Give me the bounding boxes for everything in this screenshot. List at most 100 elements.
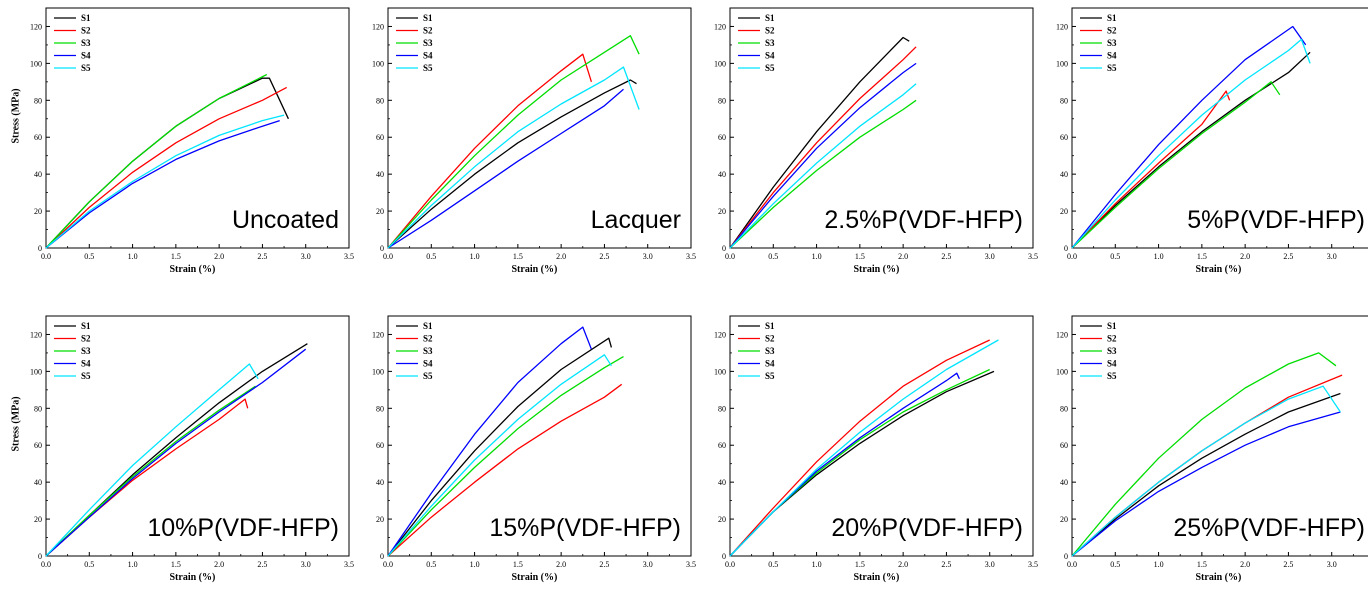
x-tick-label: 1.0 bbox=[1154, 560, 1164, 569]
y-tick-label: 0 bbox=[1064, 552, 1068, 561]
y-tick-label: 40 bbox=[34, 170, 42, 179]
legend-label-s5: S5 bbox=[81, 371, 91, 381]
legend-label-s1: S1 bbox=[1107, 13, 1117, 23]
y-tick-label: 60 bbox=[1060, 441, 1068, 450]
y-tick-label: 80 bbox=[718, 96, 726, 105]
x-tick-label: 2.5 bbox=[257, 560, 267, 569]
y-tick-label: 120 bbox=[1056, 330, 1068, 339]
legend-label-s4: S4 bbox=[81, 51, 91, 61]
x-tick-label: 1.0 bbox=[812, 560, 822, 569]
chart-panel-4: 0.0 0.5 1.0 1.5 2.0 2.5 3.0 3.5 0 20 40 60 80 100 120 S… bbox=[1026, 0, 1368, 308]
x-tick-label: 0.5 bbox=[426, 252, 436, 261]
y-tick-label: 80 bbox=[718, 404, 726, 413]
panel-annotation: 10%P(VDF-HFP) bbox=[147, 514, 339, 542]
legend-label-s5: S5 bbox=[423, 63, 433, 73]
series-line-s1 bbox=[1071, 51, 1311, 249]
series-line-s3 bbox=[729, 99, 917, 249]
y-tick-label: 80 bbox=[376, 96, 384, 105]
x-tick-label: 1.0 bbox=[470, 560, 480, 569]
x-tick-label: 0.0 bbox=[41, 560, 51, 569]
x-tick-label: 3.0 bbox=[643, 252, 653, 261]
series-line-s2 bbox=[45, 86, 288, 249]
y-tick-label: 120 bbox=[30, 330, 42, 339]
y-tick-label: 120 bbox=[30, 22, 42, 31]
y-tick-label: 20 bbox=[34, 515, 42, 524]
x-tick-label: 3.5 bbox=[1028, 252, 1038, 261]
panel-annotation: Uncoated bbox=[231, 206, 339, 234]
x-tick-label: 3.0 bbox=[301, 252, 311, 261]
x-tick-label: 3.0 bbox=[643, 560, 653, 569]
series-line-s5 bbox=[387, 354, 612, 557]
y-tick-label: 20 bbox=[1060, 515, 1068, 524]
x-tick-label: 0.5 bbox=[1110, 560, 1120, 569]
series-line-s3 bbox=[387, 356, 624, 557]
series-line-s4 bbox=[45, 348, 307, 557]
legend-label-s4: S4 bbox=[81, 359, 91, 369]
x-axis-label: Strain (%) bbox=[853, 264, 900, 275]
x-tick-label: 0.5 bbox=[768, 252, 778, 261]
x-tick-label: 3.0 bbox=[301, 560, 311, 569]
legend-label-s1: S1 bbox=[423, 321, 433, 331]
x-tick-label: 1.5 bbox=[171, 560, 181, 569]
y-tick-label: 40 bbox=[376, 478, 384, 487]
chart-panel-8: 0.0 0.5 1.0 1.5 2.0 2.5 3.0 3.5 0 20 40 60 80 100 120 S… bbox=[1026, 308, 1368, 616]
x-tick-label: 2.5 bbox=[941, 252, 951, 261]
y-tick-label: 40 bbox=[718, 478, 726, 487]
series-line-s4 bbox=[729, 62, 917, 249]
y-tick-label: 120 bbox=[714, 330, 726, 339]
series-line-s5 bbox=[729, 339, 999, 557]
y-tick-label: 0 bbox=[722, 244, 726, 253]
y-tick-label: 40 bbox=[376, 170, 384, 179]
chart-panel-5: 0.0 0.5 1.0 1.5 2.0 2.5 3.0 3.5 0 20 40 60 80 100 120 S… bbox=[0, 308, 354, 616]
chart-svg: 0.0 0.5 1.0 1.5 2.0 2.5 3.0 3.5 0 20 40 60 80 100 120 S… bbox=[30, 315, 354, 569]
y-tick-label: 100 bbox=[1056, 59, 1068, 68]
legend-label-s4: S4 bbox=[765, 359, 775, 369]
legend-label-s5: S5 bbox=[1107, 63, 1117, 73]
y-tick-label: 0 bbox=[722, 552, 726, 561]
x-tick-label: 3.5 bbox=[1028, 560, 1038, 569]
y-tick-label: 20 bbox=[34, 207, 42, 216]
series-line-s1 bbox=[729, 36, 910, 249]
chart-svg: 0.0 0.5 1.0 1.5 2.0 2.5 3.0 3.5 0 20 40 60 80 100 120 S… bbox=[30, 7, 354, 261]
x-tick-label: 1.0 bbox=[470, 252, 480, 261]
y-axis-label: Stress (MPa) bbox=[10, 88, 22, 144]
x-tick-label: 1.5 bbox=[855, 560, 865, 569]
x-tick-label: 2.0 bbox=[1240, 252, 1250, 261]
x-tick-label: 3.5 bbox=[686, 560, 696, 569]
x-tick-label: 3.0 bbox=[1327, 252, 1337, 261]
panel-annotation: 5%P(VDF-HFP) bbox=[1187, 206, 1365, 234]
chart-panel-3: 0.0 0.5 1.0 1.5 2.0 2.5 3.0 3.5 0 20 40 60 80 100 120 S… bbox=[684, 0, 1038, 308]
legend-label-s3: S3 bbox=[765, 346, 775, 356]
legend-label-s4: S4 bbox=[765, 51, 775, 61]
series-line-s5 bbox=[1071, 38, 1311, 249]
y-tick-label: 80 bbox=[376, 404, 384, 413]
x-tick-label: 0.0 bbox=[1067, 252, 1077, 261]
x-tick-label: 1.0 bbox=[1154, 252, 1164, 261]
y-tick-label: 80 bbox=[34, 96, 42, 105]
y-tick-label: 0 bbox=[380, 244, 384, 253]
y-tick-label: 100 bbox=[714, 59, 726, 68]
legend-label-s5: S5 bbox=[81, 63, 91, 73]
x-tick-label: 3.0 bbox=[985, 252, 995, 261]
x-tick-label: 2.5 bbox=[1283, 252, 1293, 261]
x-tick-label: 1.5 bbox=[513, 560, 523, 569]
series-line-s3 bbox=[1071, 81, 1281, 249]
x-axis-label: Strain (%) bbox=[511, 572, 558, 583]
x-tick-label: 3.0 bbox=[1327, 560, 1337, 569]
x-tick-label: 2.0 bbox=[1240, 560, 1250, 569]
y-tick-label: 40 bbox=[718, 170, 726, 179]
series-line-s1 bbox=[387, 337, 613, 557]
x-tick-label: 1.0 bbox=[812, 252, 822, 261]
x-tick-label: 2.0 bbox=[556, 560, 566, 569]
x-tick-label: 0.0 bbox=[725, 560, 735, 569]
y-tick-label: 20 bbox=[718, 515, 726, 524]
panel-annotation: 15%P(VDF-HFP) bbox=[489, 514, 681, 542]
legend-label-s1: S1 bbox=[81, 13, 91, 23]
x-tick-label: 0.5 bbox=[1110, 252, 1120, 261]
legend-label-s4: S4 bbox=[1107, 51, 1117, 61]
legend-label-s2: S2 bbox=[423, 26, 433, 36]
y-tick-label: 60 bbox=[34, 441, 42, 450]
chart-svg: 0.0 0.5 1.0 1.5 2.0 2.5 3.0 3.5 0 20 40 60 80 100 120 S… bbox=[714, 315, 1038, 569]
y-tick-label: 120 bbox=[372, 330, 384, 339]
